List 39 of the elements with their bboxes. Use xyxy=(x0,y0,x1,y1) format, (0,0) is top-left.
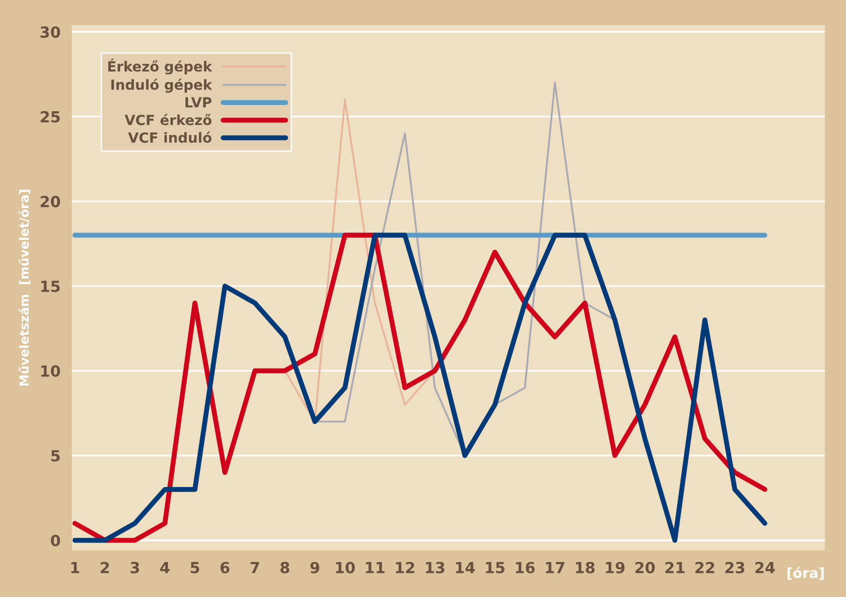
x-tick-label: 2 xyxy=(100,562,109,574)
x-tick-label: 5 xyxy=(190,562,200,574)
legend-label: VCF érkező xyxy=(124,114,212,126)
x-tick-label: 24 xyxy=(755,562,775,574)
x-tick-label: 3 xyxy=(130,562,140,574)
x-tick-label: 7 xyxy=(250,562,259,574)
line-series xyxy=(72,232,768,543)
x-tick-label: 17 xyxy=(546,562,564,574)
y-tick-label: 0 xyxy=(50,534,60,546)
x-tick-label: 14 xyxy=(456,562,475,574)
y-tick-label: 5 xyxy=(51,450,60,462)
x-axis-title: [óra] xyxy=(788,566,824,580)
x-tick-label: 23 xyxy=(725,562,744,574)
x-tick-label: 21 xyxy=(665,562,684,574)
x-tick-label: 11 xyxy=(366,562,384,574)
x-tick-label: 9 xyxy=(310,562,320,574)
x-tick-label: 16 xyxy=(516,562,535,574)
x-tick-label: 13 xyxy=(426,562,444,574)
x-tick-label: 4 xyxy=(160,562,170,574)
y-tick-label: 15 xyxy=(41,280,60,292)
x-tick-label: 15 xyxy=(486,562,504,574)
x-tick-label: 8 xyxy=(280,562,290,574)
x-tick-label: 10 xyxy=(336,562,355,574)
legend-label: Érkező gépek xyxy=(108,58,212,74)
y-tick-label: 10 xyxy=(41,365,60,377)
legend-label: Induló gépek xyxy=(111,78,212,93)
x-tick-label: 22 xyxy=(695,562,714,574)
y-tick-label: 30 xyxy=(40,26,60,38)
x-tick-label: 1 xyxy=(71,562,80,574)
y-tick-label: 20 xyxy=(40,196,60,208)
x-tick-label: 20 xyxy=(635,562,655,574)
y-axis-title: Műveletszám [művelet/óra] xyxy=(18,190,30,386)
y-tick-label: 25 xyxy=(40,111,60,123)
x-tick-label: 19 xyxy=(606,562,625,574)
x-tick-label: 18 xyxy=(576,562,595,574)
x-tick-label: 6 xyxy=(220,562,230,574)
legend-label: LVP xyxy=(185,97,212,108)
legend-label: VCF induló xyxy=(128,132,212,143)
x-tick-label: 12 xyxy=(396,562,414,574)
